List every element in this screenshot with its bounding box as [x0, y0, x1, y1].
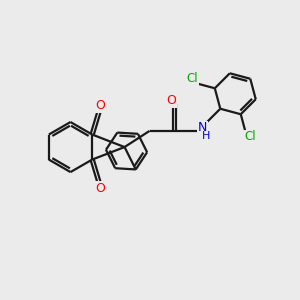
- Text: O: O: [95, 182, 105, 195]
- Text: O: O: [95, 99, 105, 112]
- Text: Cl: Cl: [245, 130, 256, 143]
- Text: H: H: [202, 131, 211, 141]
- Text: O: O: [167, 94, 177, 107]
- Text: N: N: [198, 122, 207, 134]
- Text: Cl: Cl: [186, 72, 198, 85]
